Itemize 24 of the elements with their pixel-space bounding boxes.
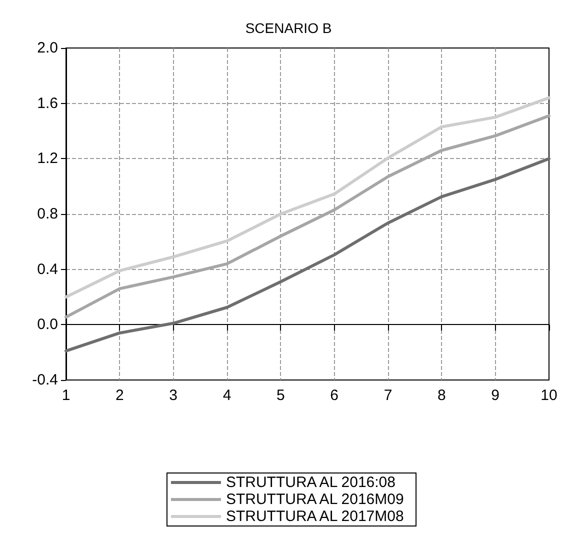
line-series (64, 157, 550, 352)
y-tick-label: 1.6 (37, 94, 58, 112)
y-tick-label: 0.4 (37, 260, 58, 278)
x-tick-label: 8 (437, 387, 446, 404)
y-tick-label: 1.2 (37, 150, 58, 168)
chart-title: SCENARIO B (245, 20, 332, 36)
x-tick-label: 5 (276, 387, 285, 404)
y-tick-label: 2.0 (37, 40, 58, 56)
x-tick-label: 7 (384, 387, 392, 404)
x-tick-label: 6 (330, 387, 339, 404)
legend-label: STRUTTURA AL 2017M08 (226, 508, 404, 525)
legend-label: STRUTTURA AL 2016:08 (226, 474, 396, 491)
x-tick-label: 3 (169, 387, 178, 404)
line-series (64, 114, 550, 319)
x-tick-label: 9 (491, 387, 500, 404)
y-tick-label: 0.8 (37, 206, 58, 222)
x-tick-label: 1 (62, 387, 70, 404)
y-tick-label: -0.4 (32, 372, 58, 388)
y-tick-label: 0.0 (37, 316, 58, 334)
legend-label: STRUTTURA AL 2016M09 (226, 491, 404, 508)
x-tick-label: 10 (540, 387, 558, 404)
line-series (64, 96, 550, 298)
x-tick-label: 4 (222, 387, 232, 404)
x-tick-label: 2 (115, 387, 124, 404)
